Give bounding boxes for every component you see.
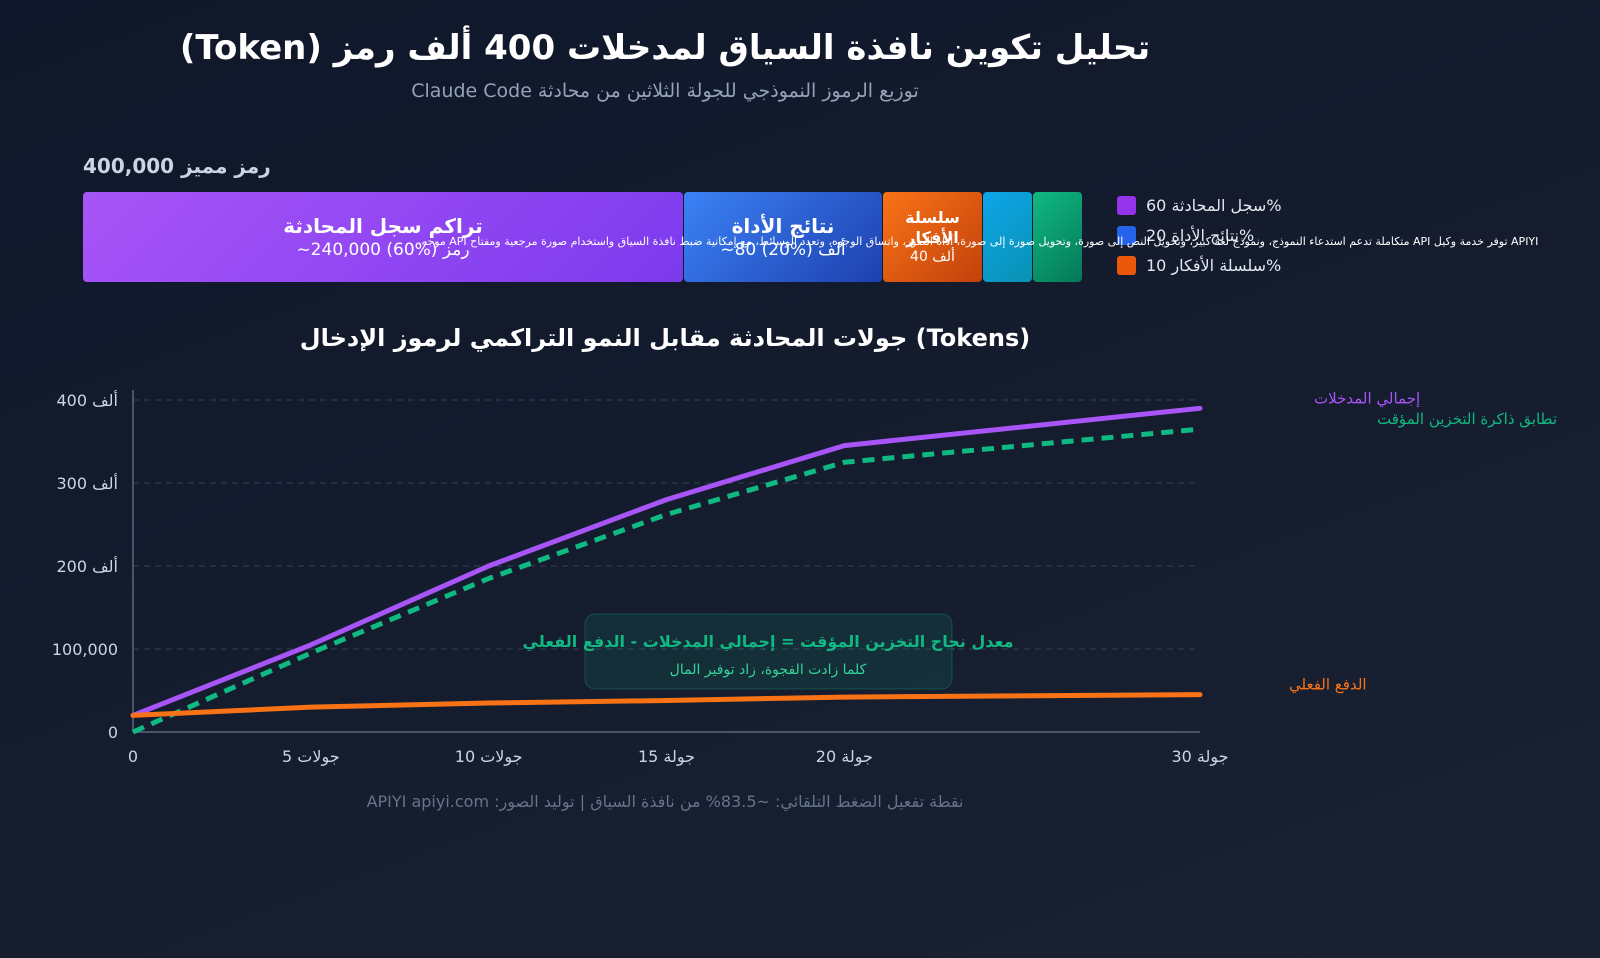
segment-title: تراكم سجل المحادثة	[283, 214, 483, 238]
legend-label: 20 نتائج الأداة%	[1146, 225, 1255, 245]
actual-payment-line	[130, 692, 1203, 718]
segment-cyan	[983, 192, 1032, 282]
legend-label: 10 سلسلة الأفكار%	[1146, 255, 1282, 275]
composition-legend: 60 سجل المحادثة% 20 نتائج الأداة% 10 سلس…	[1117, 190, 1282, 280]
legend-item: 20 نتائج الأداة%	[1117, 220, 1282, 250]
segment-value: 40 ألف	[910, 249, 955, 265]
annotation-sub: كلما زادت الفجوة، زاد توفير المال	[670, 662, 867, 678]
footer-note: APIYI apiyi.com :نقطة تفعيل الضغط التلقا…	[366, 792, 964, 811]
legend-item: 60 سجل المحادثة%	[1117, 190, 1282, 220]
legend-swatch	[1117, 225, 1136, 245]
series-label: تطابق ذاكرة التخزين المؤقت	[1377, 410, 1557, 428]
series-label: الدفع الفعلي	[1289, 676, 1367, 695]
x-tick-label: 5 جولات	[282, 747, 340, 767]
x-tick-label: 15 جولة	[638, 747, 695, 767]
segment-title: نتائج الأداة	[731, 214, 835, 238]
y-tick-label: 300 ألف	[56, 473, 118, 493]
legend-swatch	[1117, 255, 1136, 275]
annotation-box	[584, 613, 953, 690]
segment-value: ~240,000 (60%) رمز	[296, 240, 470, 260]
y-tick-label: 200 ألف	[56, 556, 118, 576]
series-label: إجمالي المدخلات	[1314, 389, 1420, 408]
total-input-line	[130, 405, 1203, 718]
promo-watermark-text: APIYI توفر خدمة وكيل API متكاملة تدعم اس…	[418, 235, 1539, 248]
page-title: تحليل تكوين نافذة السياق لمدخلات 400 ألف…	[179, 28, 1151, 68]
x-tick-label: 0	[128, 747, 138, 766]
segment-title: سلسلة الأفكار	[905, 208, 960, 247]
x-tick-label: 20 جولة	[816, 747, 873, 767]
annotation-title: معدل نجاح التخزين المؤقت = إجمالي المدخل…	[523, 632, 1014, 652]
x-tick-label: 10 جولات	[455, 747, 523, 767]
y-tick-label: 400 ألف	[56, 390, 118, 410]
segment-tool-results: نتائج الأداة ~80 (20%) ألف	[684, 192, 882, 282]
y-tick-label: 100,000	[52, 640, 118, 659]
legend-item: 10 سلسلة الأفكار%	[1117, 250, 1282, 280]
segment-green	[1033, 192, 1082, 282]
page-subtitle: Claude Code توزيع الرموز النموذجي للجولة…	[411, 80, 919, 102]
segment-conversation-history: تراكم سجل المحادثة ~240,000 (60%) رمز	[83, 192, 683, 282]
segment-chain-of-thought: سلسلة الأفكار 40 ألف	[883, 192, 982, 282]
legend-label: 60 سجل المحادثة%	[1146, 195, 1282, 215]
total-tokens-label: 400,000 رمز مميز	[83, 154, 271, 178]
y-tick-label: 0	[108, 723, 118, 742]
cache-hit-line	[131, 426, 1201, 735]
segment-value: ~80 (20%) ألف	[720, 240, 846, 260]
chart-title: جولات المحادثة مقابل النمو التراكمي لرمو…	[299, 324, 1031, 352]
x-tick-label: 30 جولة	[1171, 747, 1228, 767]
legend-swatch	[1117, 195, 1136, 215]
